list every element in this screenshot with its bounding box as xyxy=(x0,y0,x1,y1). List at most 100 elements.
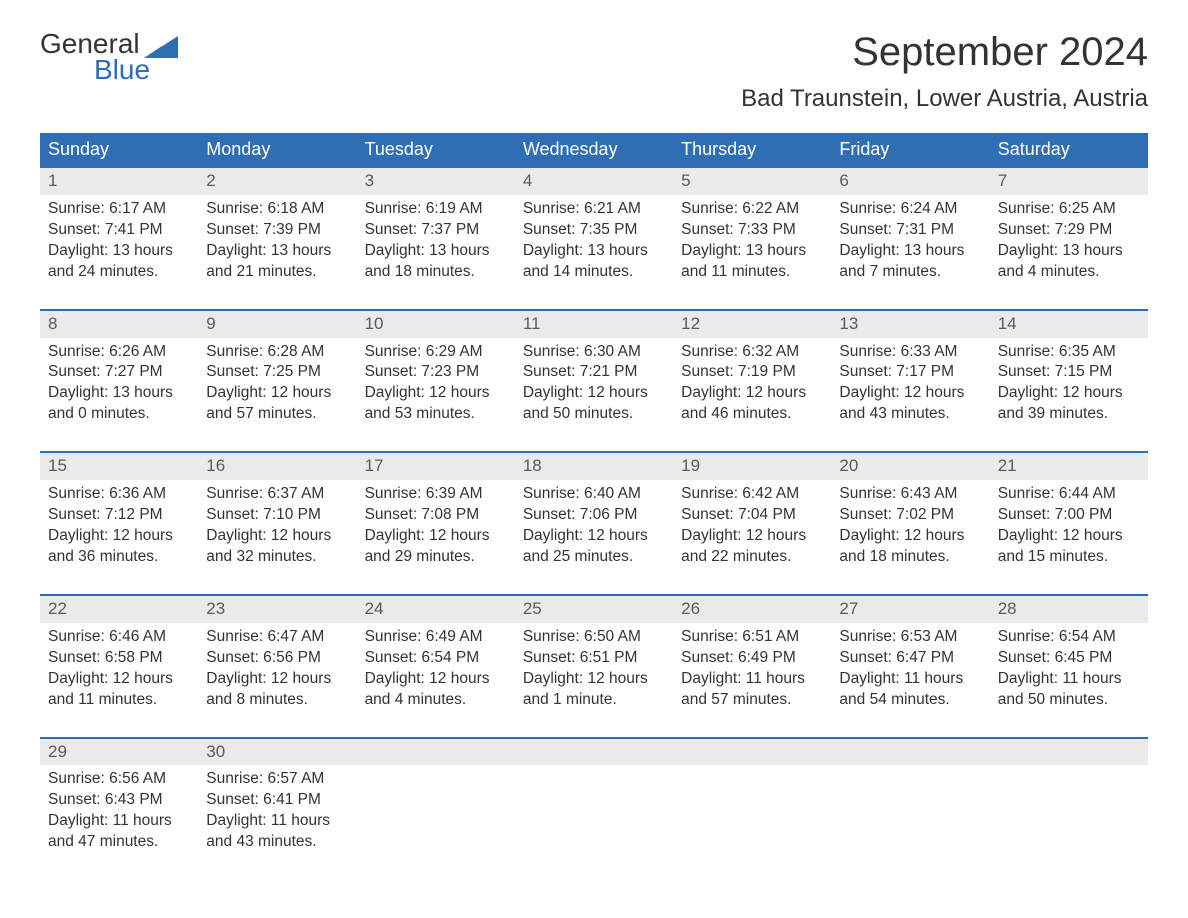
daylight-text: and 15 minutes. xyxy=(998,547,1140,568)
calendar-cell xyxy=(990,739,1148,862)
sunrise-text: Sunrise: 6:17 AM xyxy=(48,199,190,220)
day-number: 13 xyxy=(831,311,989,338)
calendar-week: 15Sunrise: 6:36 AMSunset: 7:12 PMDayligh… xyxy=(40,451,1148,576)
daylight-text: and 46 minutes. xyxy=(681,404,823,425)
day-number: 8 xyxy=(40,311,198,338)
weekday-header: Sunday Monday Tuesday Wednesday Thursday… xyxy=(40,133,1148,166)
day-number: 11 xyxy=(515,311,673,338)
sunrise-text: Sunrise: 6:43 AM xyxy=(839,484,981,505)
daylight-text: Daylight: 12 hours xyxy=(523,669,665,690)
day-details: Sunrise: 6:22 AMSunset: 7:33 PMDaylight:… xyxy=(681,199,823,283)
sunset-text: Sunset: 7:31 PM xyxy=(839,220,981,241)
day-number xyxy=(357,739,515,766)
calendar-cell: 20Sunrise: 6:43 AMSunset: 7:02 PMDayligh… xyxy=(831,453,989,576)
sunrise-text: Sunrise: 6:22 AM xyxy=(681,199,823,220)
calendar-cell: 17Sunrise: 6:39 AMSunset: 7:08 PMDayligh… xyxy=(357,453,515,576)
sunrise-text: Sunrise: 6:30 AM xyxy=(523,342,665,363)
weekday-label: Saturday xyxy=(990,133,1148,166)
sunrise-text: Sunrise: 6:24 AM xyxy=(839,199,981,220)
sunset-text: Sunset: 7:33 PM xyxy=(681,220,823,241)
day-number: 7 xyxy=(990,168,1148,195)
day-number: 1 xyxy=(40,168,198,195)
day-number: 30 xyxy=(198,739,356,766)
daylight-text: Daylight: 12 hours xyxy=(365,383,507,404)
daylight-text: and 43 minutes. xyxy=(839,404,981,425)
sunrise-text: Sunrise: 6:42 AM xyxy=(681,484,823,505)
daylight-text: Daylight: 13 hours xyxy=(48,241,190,262)
calendar-cell: 28Sunrise: 6:54 AMSunset: 6:45 PMDayligh… xyxy=(990,596,1148,719)
sunset-text: Sunset: 7:10 PM xyxy=(206,505,348,526)
calendar-cell xyxy=(673,739,831,862)
daylight-text: and 50 minutes. xyxy=(998,690,1140,711)
sunset-text: Sunset: 7:04 PM xyxy=(681,505,823,526)
day-number: 26 xyxy=(673,596,831,623)
location-label: Bad Traunstein, Lower Austria, Austria xyxy=(741,85,1148,113)
calendar-cell xyxy=(515,739,673,862)
day-number xyxy=(515,739,673,766)
sunrise-text: Sunrise: 6:21 AM xyxy=(523,199,665,220)
calendar-cell: 15Sunrise: 6:36 AMSunset: 7:12 PMDayligh… xyxy=(40,453,198,576)
sunrise-text: Sunrise: 6:56 AM xyxy=(48,769,190,790)
day-number: 22 xyxy=(40,596,198,623)
daylight-text: and 4 minutes. xyxy=(365,690,507,711)
daylight-text: Daylight: 11 hours xyxy=(206,811,348,832)
calendar-cell xyxy=(831,739,989,862)
calendar-cell: 8Sunrise: 6:26 AMSunset: 7:27 PMDaylight… xyxy=(40,311,198,434)
daylight-text: Daylight: 13 hours xyxy=(206,241,348,262)
weekday-label: Monday xyxy=(198,133,356,166)
daylight-text: Daylight: 12 hours xyxy=(681,526,823,547)
day-details: Sunrise: 6:28 AMSunset: 7:25 PMDaylight:… xyxy=(206,342,348,426)
calendar-cell: 22 Sunrise: 6:46 AMSunset: 6:58 PMDayligh… xyxy=(40,596,198,719)
daylight-text: and 1 minute. xyxy=(523,690,665,711)
daylight-text: Daylight: 12 hours xyxy=(839,526,981,547)
sunset-text: Sunset: 7:35 PM xyxy=(523,220,665,241)
calendar-cell: 11Sunrise: 6:30 AMSunset: 7:21 PMDayligh… xyxy=(515,311,673,434)
day-details: Sunrise: 6:50 AMSunset: 6:51 PMDaylight:… xyxy=(523,627,665,711)
daylight-text: Daylight: 12 hours xyxy=(998,526,1140,547)
daylight-text: and 7 minutes. xyxy=(839,262,981,283)
calendar-cell: 13Sunrise: 6:33 AMSunset: 7:17 PMDayligh… xyxy=(831,311,989,434)
weekday-label: Tuesday xyxy=(357,133,515,166)
sunset-text: Sunset: 7:00 PM xyxy=(998,505,1140,526)
sunrise-text: Sunrise: 6:47 AM xyxy=(206,627,348,648)
day-details: Sunrise: 6:37 AMSunset: 7:10 PMDaylight:… xyxy=(206,484,348,568)
daylight-text: Daylight: 13 hours xyxy=(523,241,665,262)
day-details: Sunrise: 6:56 AMSunset: 6:43 PMDaylight:… xyxy=(48,769,190,853)
day-number: 20 xyxy=(831,453,989,480)
day-details: Sunrise: 6:24 AMSunset: 7:31 PMDaylight:… xyxy=(839,199,981,283)
daylight-text: Daylight: 12 hours xyxy=(48,669,190,690)
day-number: 12 xyxy=(673,311,831,338)
sunrise-text: Sunrise: 6:46 AM xyxy=(48,627,190,648)
calendar-cell: 26Sunrise: 6:51 AMSunset: 6:49 PMDayligh… xyxy=(673,596,831,719)
day-details: Sunrise: 6:47 AMSunset: 6:56 PMDaylight:… xyxy=(206,627,348,711)
day-details: Sunrise: 6:46 AMSunset: 6:58 PMDaylight:… xyxy=(48,627,190,711)
day-number: 5 xyxy=(673,168,831,195)
day-details: Sunrise: 6:18 AMSunset: 7:39 PMDaylight:… xyxy=(206,199,348,283)
sunset-text: Sunset: 7:41 PM xyxy=(48,220,190,241)
sunset-text: Sunset: 7:19 PM xyxy=(681,362,823,383)
daylight-text: Daylight: 12 hours xyxy=(365,669,507,690)
daylight-text: and 14 minutes. xyxy=(523,262,665,283)
sunset-text: Sunset: 6:41 PM xyxy=(206,790,348,811)
day-number: 9 xyxy=(198,311,356,338)
sunset-text: Sunset: 7:27 PM xyxy=(48,362,190,383)
daylight-text: Daylight: 11 hours xyxy=(998,669,1140,690)
calendar-cell: 16Sunrise: 6:37 AMSunset: 7:10 PMDayligh… xyxy=(198,453,356,576)
sunrise-text: Sunrise: 6:18 AM xyxy=(206,199,348,220)
weekday-label: Wednesday xyxy=(515,133,673,166)
day-number xyxy=(831,739,989,766)
day-number: 24 xyxy=(357,596,515,623)
daylight-text: Daylight: 12 hours xyxy=(365,526,507,547)
daylight-text: Daylight: 11 hours xyxy=(839,669,981,690)
sunset-text: Sunset: 6:49 PM xyxy=(681,648,823,669)
day-number xyxy=(673,739,831,766)
sunset-text: Sunset: 7:12 PM xyxy=(48,505,190,526)
calendar-week: 1Sunrise: 6:17 AMSunset: 7:41 PMDaylight… xyxy=(40,166,1148,291)
sunset-text: Sunset: 7:17 PM xyxy=(839,362,981,383)
calendar-cell: 27Sunrise: 6:53 AMSunset: 6:47 PMDayligh… xyxy=(831,596,989,719)
calendar-cell: 18Sunrise: 6:40 AMSunset: 7:06 PMDayligh… xyxy=(515,453,673,576)
sunrise-text: Sunrise: 6:35 AM xyxy=(998,342,1140,363)
day-details: Sunrise: 6:21 AMSunset: 7:35 PMDaylight:… xyxy=(523,199,665,283)
daylight-text: and 57 minutes. xyxy=(206,404,348,425)
daylight-text: Daylight: 13 hours xyxy=(839,241,981,262)
